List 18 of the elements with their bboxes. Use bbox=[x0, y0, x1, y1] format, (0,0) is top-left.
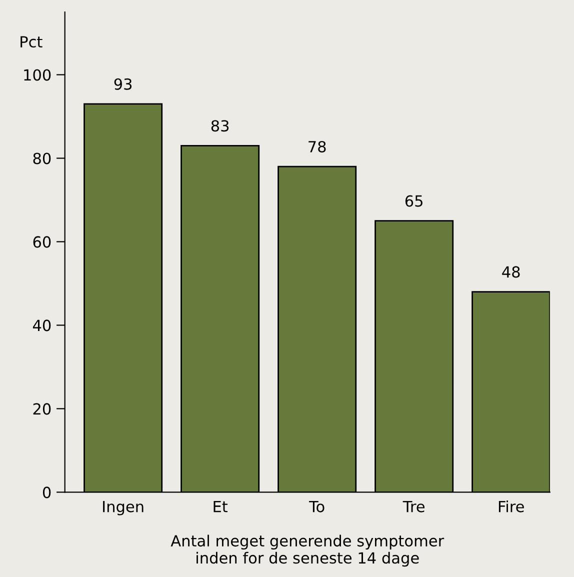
x-tick-label: To bbox=[308, 500, 324, 512]
data-label: 83 bbox=[211, 120, 229, 132]
y-tick-label: 60 bbox=[33, 236, 51, 248]
y-tick-label: 80 bbox=[33, 152, 51, 164]
data-label: 48 bbox=[502, 266, 520, 278]
y-tick-label: 20 bbox=[33, 403, 51, 415]
y-tick-label: 40 bbox=[32, 320, 51, 332]
data-label: 93 bbox=[114, 78, 132, 90]
y-tick-label: 100 bbox=[24, 69, 51, 81]
x-tick-label: Et bbox=[214, 500, 228, 512]
x-axis-title: Antal meget generende symptomer inden for de seneste 14 dage bbox=[170, 534, 444, 567]
data-label: 78 bbox=[308, 140, 326, 152]
data-label: 65 bbox=[405, 195, 422, 207]
x-tick-label: Ingen bbox=[103, 500, 144, 516]
y-axis-title: Pct bbox=[20, 36, 42, 48]
x-tick-label: Fire bbox=[498, 500, 524, 512]
x-tick-label: Tre bbox=[402, 500, 424, 512]
y-tick-label: 0 bbox=[42, 486, 51, 498]
